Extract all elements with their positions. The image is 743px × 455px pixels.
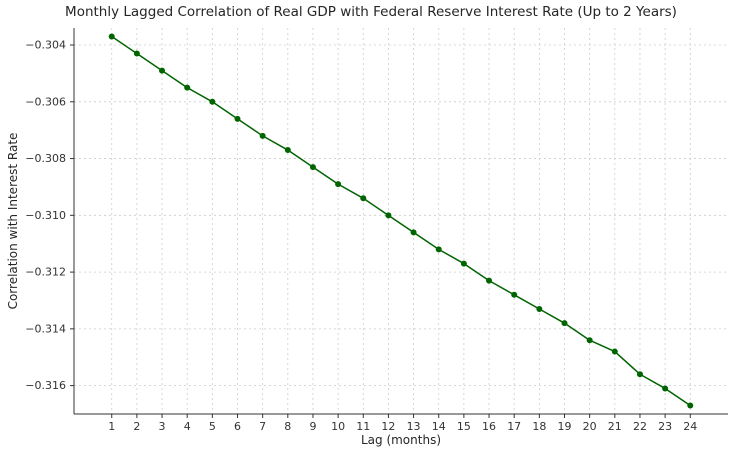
x-tick-label: 10 bbox=[331, 420, 345, 433]
x-tick-label: 3 bbox=[159, 420, 166, 433]
y-tick-label: −0.306 bbox=[25, 95, 66, 108]
data-point bbox=[385, 212, 392, 219]
data-point bbox=[360, 195, 367, 202]
data-point bbox=[284, 147, 291, 154]
x-tick-label: 14 bbox=[432, 420, 446, 433]
data-point bbox=[309, 164, 316, 171]
chart-title: Monthly Lagged Correlation of Real GDP w… bbox=[65, 4, 677, 20]
y-tick-label: −0.304 bbox=[25, 39, 66, 52]
data-point bbox=[536, 305, 543, 312]
x-tick-label: 15 bbox=[457, 420, 471, 433]
x-tick-label: 17 bbox=[507, 420, 521, 433]
x-tick-label: 20 bbox=[583, 420, 597, 433]
data-point bbox=[410, 229, 417, 236]
y-tick-label: −0.316 bbox=[25, 379, 66, 392]
x-tick-label: 18 bbox=[532, 420, 546, 433]
y-tick-label: −0.308 bbox=[25, 152, 66, 165]
x-tick-label: 1 bbox=[108, 420, 115, 433]
data-line bbox=[110, 35, 692, 407]
data-point bbox=[636, 371, 643, 378]
data-point bbox=[209, 98, 216, 105]
x-axis-label: Lag (months) bbox=[361, 433, 441, 447]
x-tick-label: 22 bbox=[633, 420, 647, 433]
x-tick-label: 16 bbox=[482, 420, 496, 433]
data-point bbox=[184, 84, 191, 91]
data-point bbox=[460, 260, 467, 267]
data-point bbox=[435, 246, 442, 253]
data-point bbox=[586, 337, 593, 344]
y-tick-label: −0.310 bbox=[25, 209, 66, 222]
y-tick-label: −0.312 bbox=[25, 266, 66, 279]
x-tick-label: 19 bbox=[558, 420, 572, 433]
x-tick-label: 7 bbox=[259, 420, 266, 433]
x-tick-label: 21 bbox=[608, 420, 622, 433]
x-tick-label: 24 bbox=[683, 420, 697, 433]
data-point bbox=[511, 291, 518, 298]
x-tick-label: 6 bbox=[234, 420, 241, 433]
data-point bbox=[159, 67, 166, 74]
x-tick-label: 12 bbox=[381, 420, 395, 433]
x-tick-label: 23 bbox=[658, 420, 672, 433]
x-tick-label: 9 bbox=[309, 420, 316, 433]
x-tick-label: 8 bbox=[284, 420, 291, 433]
data-point bbox=[486, 277, 493, 284]
y-axis-label: Correlation with Interest Rate bbox=[6, 133, 20, 310]
x-tick-label: 2 bbox=[133, 420, 140, 433]
data-point bbox=[335, 181, 342, 188]
data-point bbox=[687, 402, 694, 409]
plot-area: 1 2 3 4 5 6 7 8 9 10 11 12 13 14 15 16 17 18 19 20 21 22 23 24−… bbox=[25, 28, 728, 433]
x-tick-label: 11 bbox=[356, 420, 370, 433]
data-point bbox=[611, 348, 618, 355]
data-point bbox=[108, 33, 115, 40]
data-point bbox=[259, 132, 266, 139]
x-tick-label: 13 bbox=[407, 420, 421, 433]
data-point bbox=[133, 50, 140, 57]
data-point bbox=[561, 320, 568, 327]
y-tick-label: −0.314 bbox=[25, 322, 66, 335]
data-point bbox=[662, 385, 669, 392]
x-tick-label: 4 bbox=[184, 420, 191, 433]
data-point bbox=[234, 115, 241, 122]
x-tick-label: 5 bbox=[209, 420, 216, 433]
